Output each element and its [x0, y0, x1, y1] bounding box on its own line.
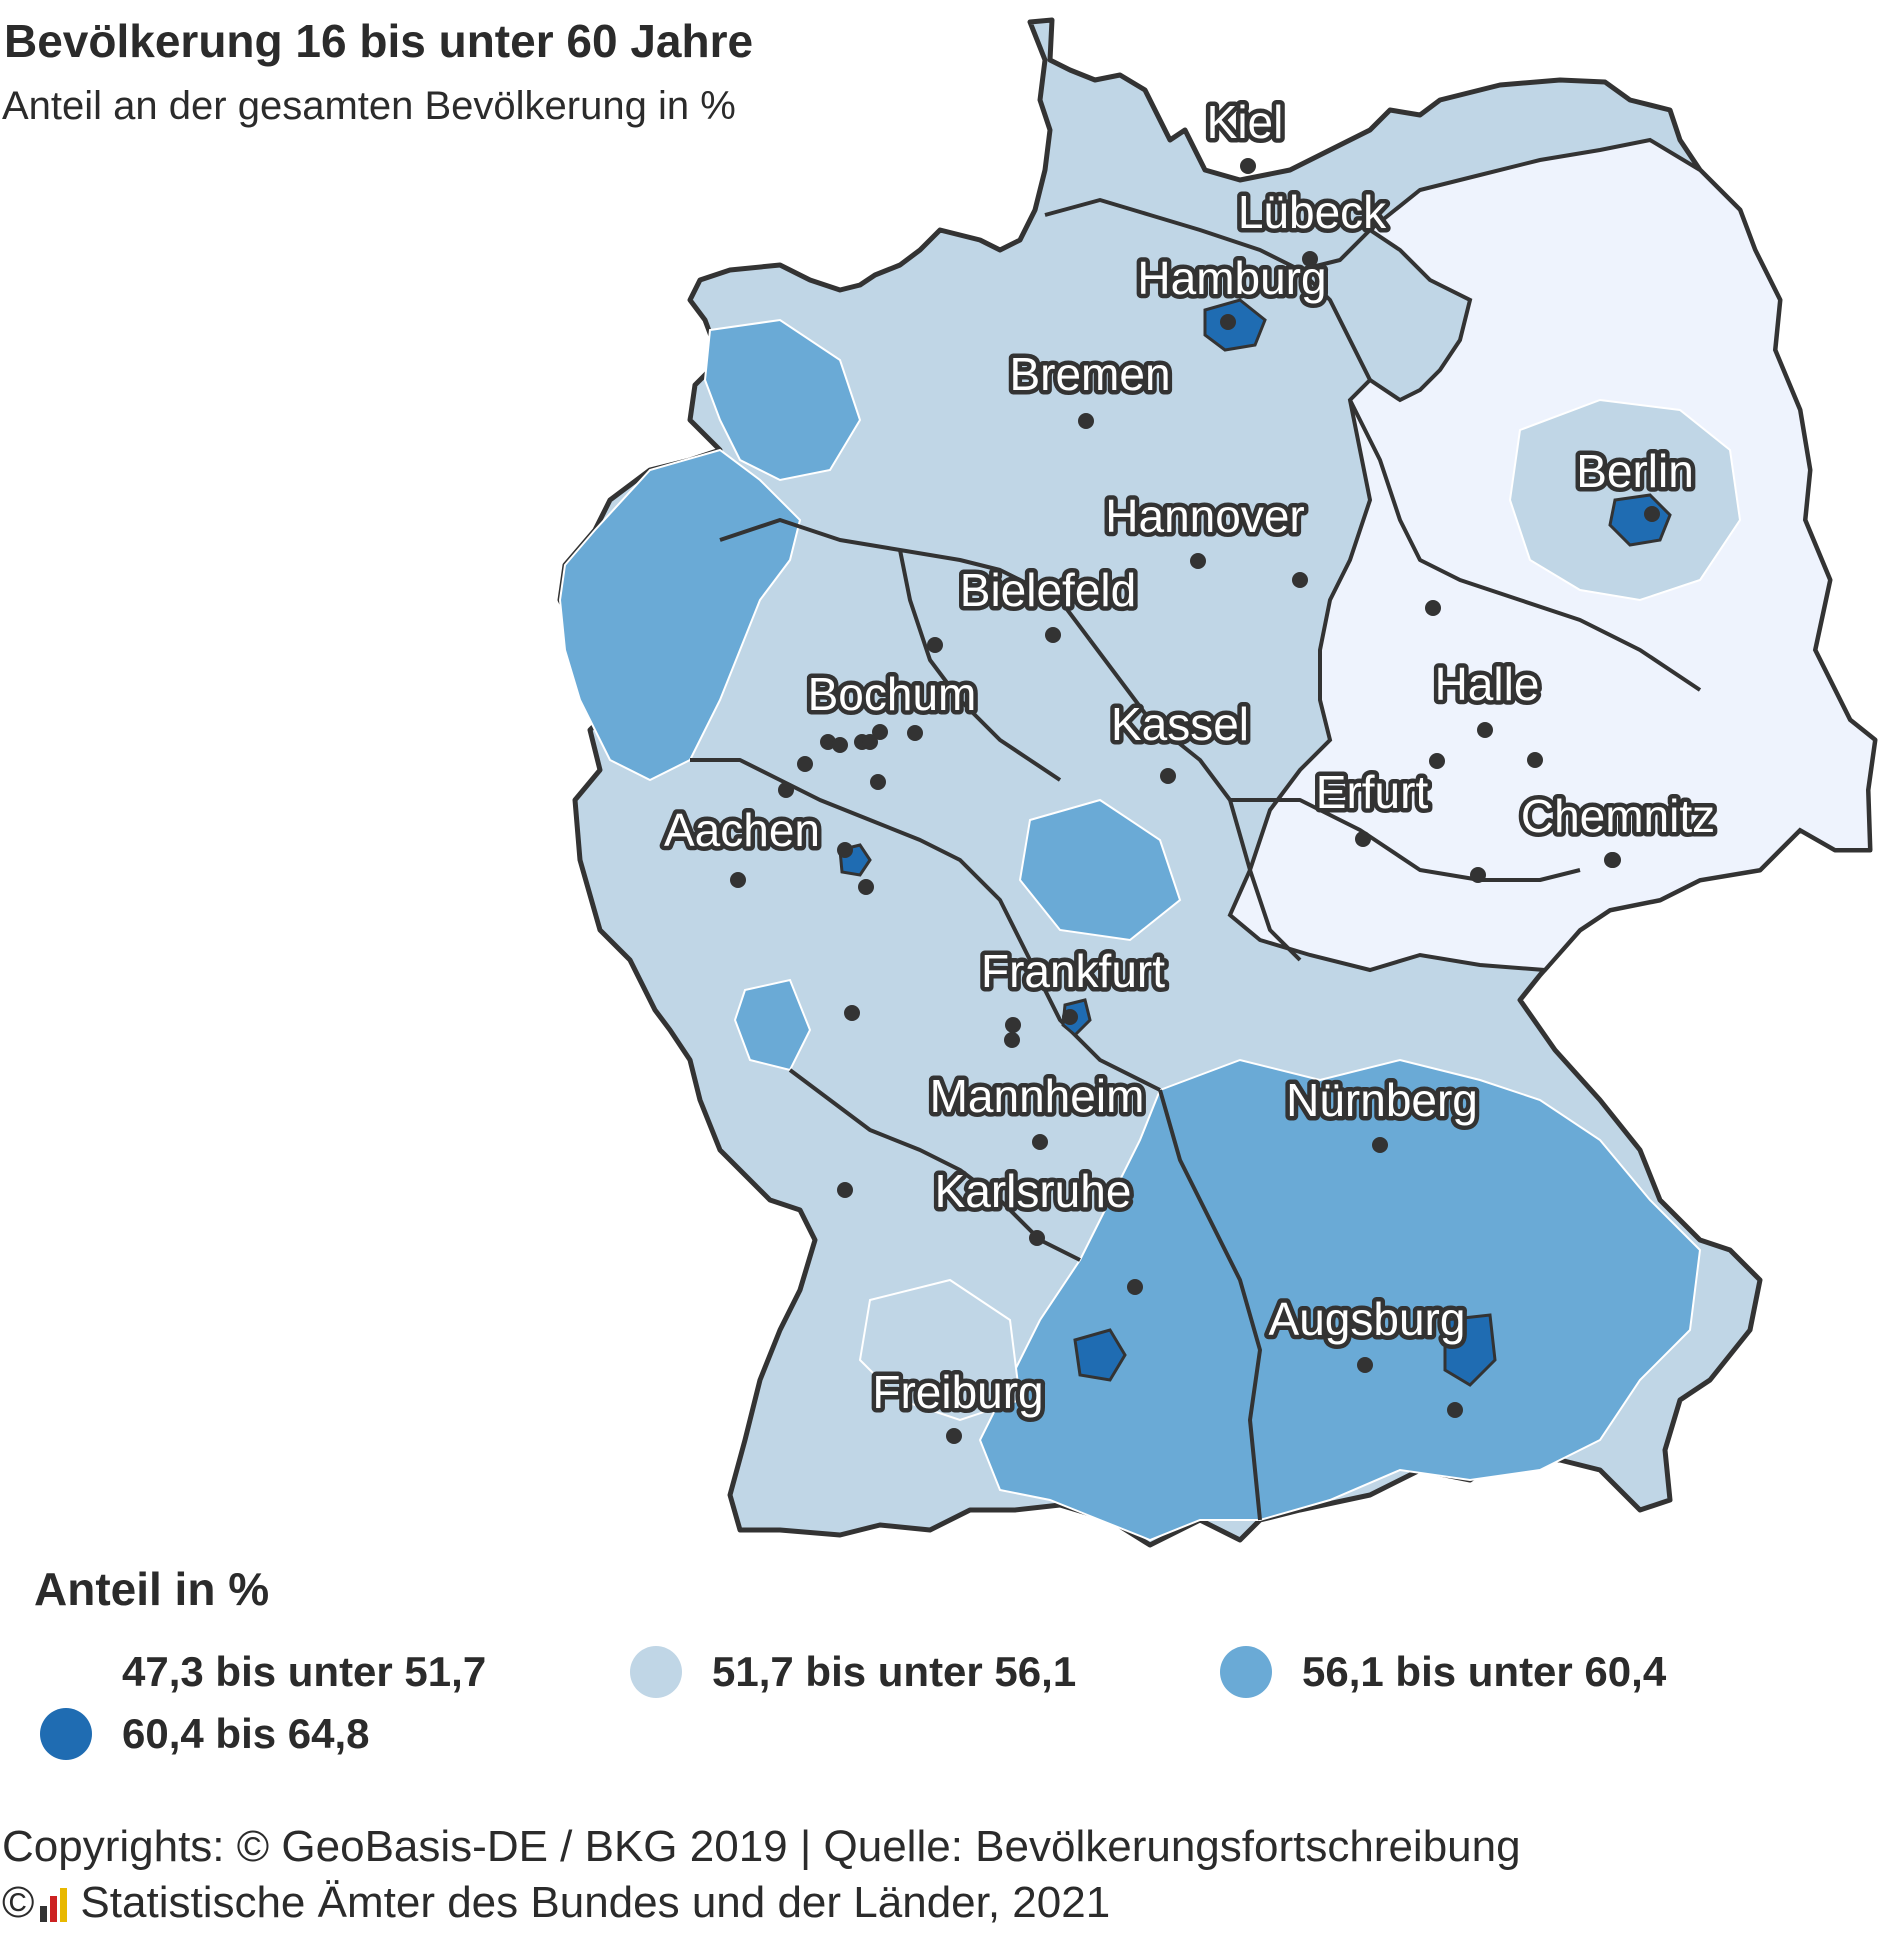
legend-swatch-class1: [40, 1646, 92, 1698]
legend-title: Anteil in %: [34, 1563, 270, 1615]
city-label-bochum: Bochum: [808, 668, 977, 720]
map-subtitle: Anteil an der gesamten Bevölkerung in %: [2, 84, 736, 128]
city-labels: Kiel Lübeck Hamburg Bremen Berlin Hannov…: [659, 92, 1719, 1423]
city-label-kiel: Kiel: [1207, 96, 1284, 148]
city-label-hamburg: Hamburg: [1137, 252, 1326, 304]
legend-label-class3: 56,1 bis unter 60,4: [1302, 1648, 1667, 1695]
city-label-luebeck: Lübeck: [1238, 186, 1387, 238]
footer-source: © Statistische Ämter des Bundes und der …: [2, 1878, 1110, 1928]
city-label-chemnitz: Chemnitz: [1521, 790, 1715, 842]
region-hesse-patch: [1018, 798, 1182, 942]
legend-item-class2: 51,7 bis unter 56,1: [630, 1646, 1076, 1698]
legend-item-class3: 56,1 bis unter 60,4: [1220, 1646, 1666, 1698]
city-label-nuernberg: Nürnberg: [1286, 1074, 1478, 1126]
germany-choropleth-map: Kiel Lübeck Hamburg Bremen Berlin Hannov…: [557, 17, 1878, 1548]
city-label-kassel: Kassel: [1111, 698, 1249, 750]
region-southwest-patch: [858, 1278, 1022, 1422]
region-south: [978, 1058, 1702, 1542]
legend-item-class1: 47,3 bis unter 51,7: [40, 1646, 486, 1698]
legend-label-class1: 47,3 bis unter 51,7: [122, 1648, 487, 1695]
city-markers: [730, 158, 1660, 1444]
legend-item-class4: 60,4 bis 64,8: [40, 1708, 370, 1760]
city-label-erfurt: Erfurt: [1316, 766, 1429, 818]
legend-label-class4: 60,4 bis 64,8: [122, 1710, 370, 1757]
legend-swatch-class2: [630, 1646, 682, 1698]
state-borders: [690, 198, 1702, 1521]
statistik-logo-icon: [40, 1884, 70, 1922]
legend-label-class2: 51,7 bis unter 56,1: [712, 1648, 1077, 1695]
city-label-mannheim: Mannheim: [930, 1070, 1145, 1122]
city-label-frankfurt: Frankfurt: [981, 945, 1165, 997]
city-label-aachen: Aachen: [664, 804, 820, 856]
footer-source-text: Statistische Ämter des Bundes und der Lä…: [80, 1878, 1111, 1927]
city-label-hannover: Hannover: [1105, 490, 1304, 542]
legend-swatch-class4: [40, 1708, 92, 1760]
legend-swatch-class3: [1220, 1646, 1272, 1698]
city-label-bremen: Bremen: [1009, 348, 1170, 400]
city-label-augsburg: Augsburg: [1269, 1293, 1466, 1345]
city-label-bielefeld: Bielefeld: [960, 564, 1136, 616]
city-label-halle: Halle: [1435, 658, 1540, 710]
city-label-freiburg: Freiburg: [872, 1366, 1043, 1418]
map-title: Bevölkerung 16 bis unter 60 Jahre: [4, 15, 754, 67]
region-ems: [703, 318, 862, 482]
footer-copyright: Copyrights: © GeoBasis-DE / BKG 2019 | Q…: [2, 1822, 1521, 1871]
copyright-symbol: ©: [2, 1878, 35, 1927]
city-label-berlin: Berlin: [1576, 445, 1694, 497]
city-label-karlsruhe: Karlsruhe: [935, 1165, 1132, 1217]
